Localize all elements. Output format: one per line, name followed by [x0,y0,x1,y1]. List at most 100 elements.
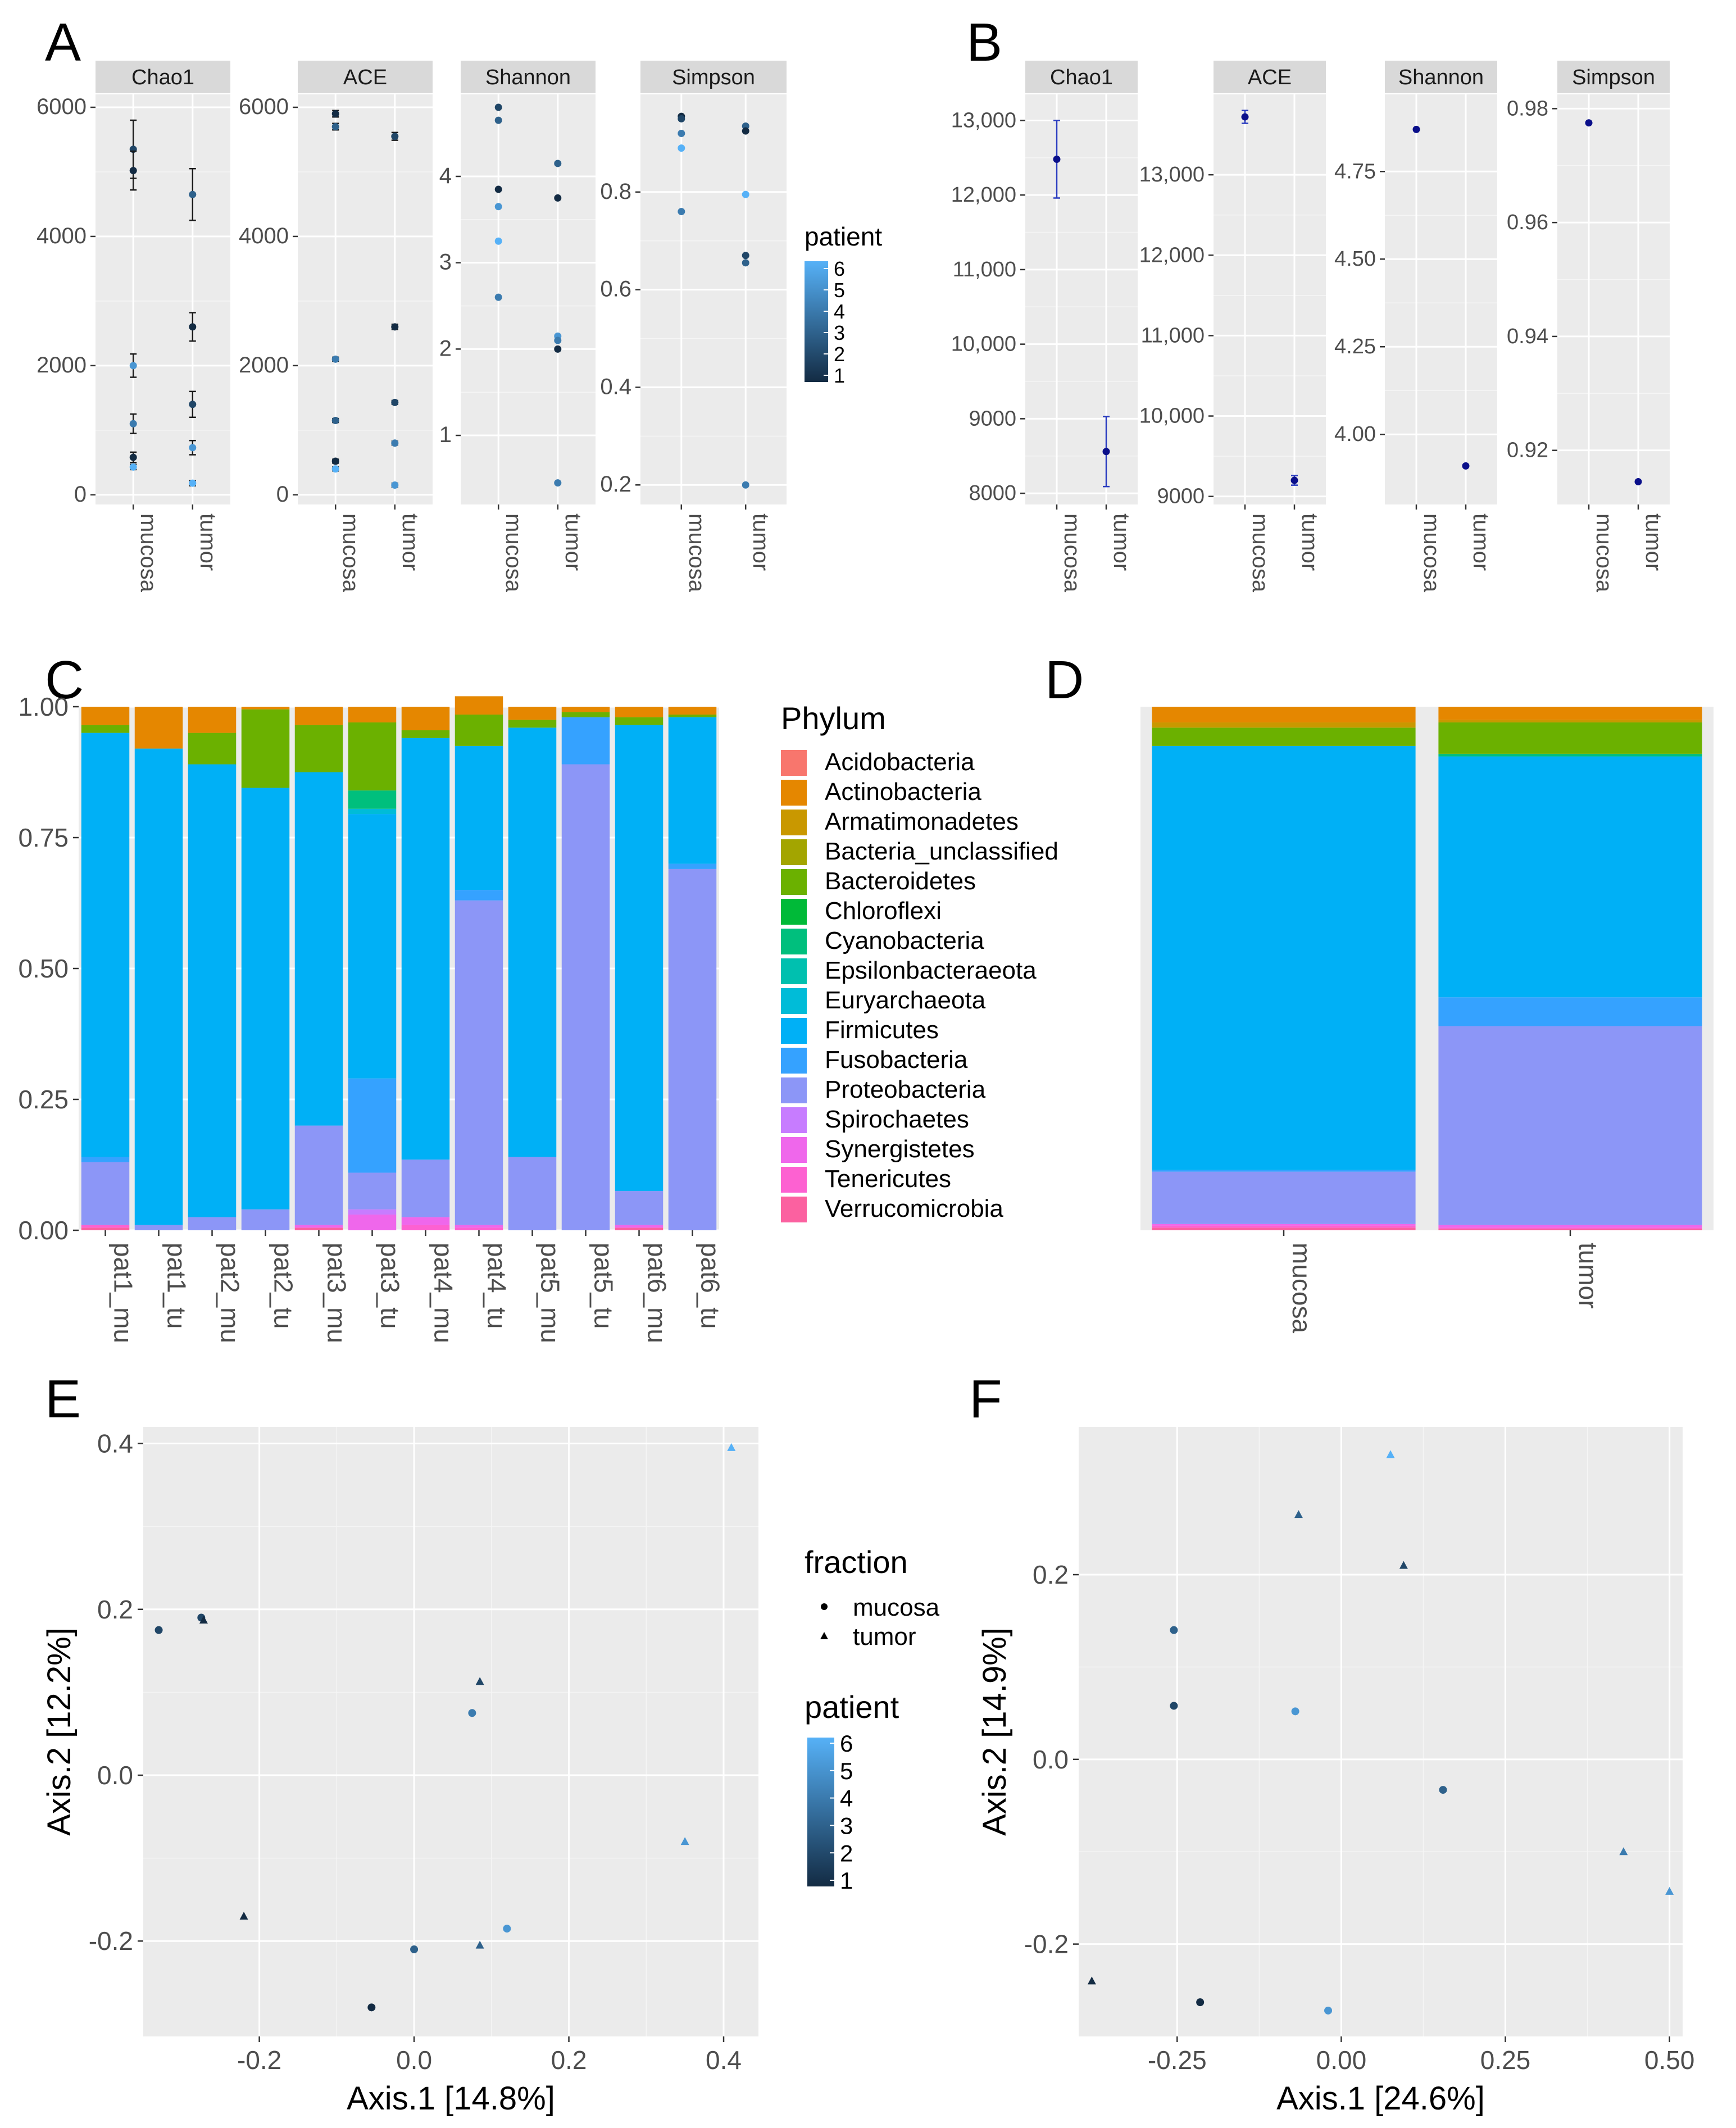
legend-fraction: fraction mucosa tumor [805,1544,940,1650]
legend-phylum-swatch [781,1167,807,1193]
bar-segment-cyanobacteria [348,790,397,809]
legend-phylum-label: Actinobacteria [825,778,981,806]
legend-fraction-tumor-symbol [820,1632,828,1639]
facet-a-chao1-point [189,190,197,198]
chart-d-stacked-bars-fraction: mucosa tumor [1140,707,1714,1333]
facet-a-chao1-plot-area [96,94,230,504]
panel-label-e: E [45,1369,81,1429]
chart-e-x-tick-label: 0.4 [706,2045,742,2075]
facet-a-ace-point [391,398,399,406]
legend-phylum-item-bacteria-unclassified: Bacteria_unclassified [781,838,1058,865]
facet-a-shannon-x-tick-label-tumor: tumor [561,513,585,571]
bar-segment-verrucomicrobia [294,1227,343,1230]
bar-segment-tenericutes [1438,1227,1702,1229]
facet-b-shannon-y-tick-label: 4.00 [1334,422,1376,446]
panel-label-c: C [45,650,84,710]
bar-segment-verrucomicrobia [1438,1229,1702,1230]
facet-a-chao1-strip [96,61,230,93]
facet-b-simpson: Simpson 0.92 0.94 0.96 0.98 mucosa tumor [1507,61,1670,593]
legend-phylum-swatch [781,1107,807,1133]
chart-c-bar-pat5-mu [508,707,557,1230]
facet-a-ace-point [331,110,339,117]
bar-segment-actinobacteria [508,707,557,720]
chart-c-bar-pat1-mu [81,707,130,1230]
facet-b-simpson-strip-label: Simpson [1572,66,1655,89]
colorbar-tick-label-1: 1 [840,1867,853,1894]
chart-c-y-tick-label: 0.50 [18,954,69,983]
chart-e-y-tick-label: -0.2 [89,1926,133,1956]
bar-segment-bacteroidetes [1152,727,1416,746]
facet-a-simpson-point [742,481,749,489]
bar-segment-armatimonadetes [1438,720,1702,722]
colorbar-tick-label-5: 5 [840,1758,853,1784]
bar-segment-bacteroidetes [401,730,450,738]
facet-a-chao1-point [189,401,197,408]
facet-a-chao1-point [129,362,137,370]
facet-b-ace-point [1290,476,1298,484]
facet-a-shannon-y-tick-label: 4 [439,163,452,188]
colorbar-tick-label-4: 4 [834,300,845,323]
bar-segment-synergistetes [455,1225,503,1228]
colorbar-tick-label-3: 3 [840,1813,853,1839]
facet-b-ace: ACE 9000 10,000 11,000 12,000 13,000 mucosa tum… [1139,61,1326,593]
bar-segment-fusobacteria [455,890,503,901]
legend-phylum-swatch [781,929,807,954]
facet-b-ace-strip-label: ACE [1248,66,1292,89]
facet-b-simpson-plot-area [1557,94,1670,504]
bar-segment-proteobacteria [615,1191,664,1225]
chart-c-x-tick-label-pat2-mu: pat2_mu [216,1243,245,1343]
bar-segment-firmicutes [615,725,664,1192]
bar-segment-fusobacteria [1438,997,1702,1026]
chart-f-x-tick-label: 0.00 [1316,2045,1367,2075]
chart-f-point-mucosa [1324,2006,1333,2015]
bar-segment-bacteroidetes [668,714,717,717]
facet-b-chao1-y-tick-label: 12,000 [951,183,1016,207]
legend-phylum-item-bacteroidetes: Bacteroidetes [781,867,976,895]
bar-segment-actinobacteria [615,707,664,717]
legend-phylum-swatch [781,1018,807,1044]
bar-segment-verrucomicrobia [615,1227,664,1230]
chart-f-y-axis-title: Axis.2 [14.9%] [976,1627,1013,1836]
bar-segment-firmicutes [241,788,290,1209]
facet-a-ace-point [331,122,339,130]
bar-segment-bacteroidetes [241,709,290,788]
facet-b-shannon-y-tick-label: 4.25 [1334,335,1376,358]
colorbar-tick-label-6: 6 [840,1730,853,1757]
chart-f-x-tick-label: 0.50 [1644,2045,1695,2075]
facet-a-shannon-point [494,203,502,211]
legend-phylum-swatch [781,780,807,806]
facet-a-shannon-y-tick-label: 2 [439,336,452,361]
bar-segment-firmicutes [401,738,450,1160]
panel-label-d: D [1045,650,1084,710]
bar-segment-armatimonadetes [1152,722,1416,728]
bar-segment-proteobacteria [1152,1171,1416,1224]
colorbar-tick-label-4: 4 [840,1785,853,1812]
chart-f-x-tick-label: 0.25 [1480,2045,1531,2075]
bar-segment-bacteroidetes [615,717,664,725]
chart-c-x-tick-label-pat1-tu: pat1_tu [162,1243,192,1329]
chart-c-y-tick-label: 0.00 [18,1216,69,1245]
facet-b-ace-y-tick-label: 10,000 [1139,404,1205,428]
bar-segment-euryarchaeota [348,808,397,815]
bar-segment-fusobacteria [561,717,610,765]
bar-segment-fusobacteria [668,863,717,869]
bar-segment-proteobacteria [508,1157,557,1230]
chart-c-x-tick-label-pat1-mu: pat1_mu [109,1243,138,1343]
legend-phylum-item-firmicutes: Firmicutes [781,1016,939,1044]
chart-e-y-tick-label: 0.4 [97,1429,133,1458]
bar-segment-bacteroidetes [81,725,130,733]
facet-a-shannon-point [554,345,562,353]
bar-segment-verrucomicrobia [1152,1227,1416,1230]
facet-b-chao1-y-tick-label: 8000 [969,481,1016,505]
panel-label-a: A [45,12,81,72]
legend-phylum-swatch [781,1077,807,1103]
chart-f-plot-area [1079,1427,1683,2036]
bar-segment-actinobacteria [294,707,343,725]
facet-b-simpson-x-tick-label-tumor: tumor [1641,513,1666,571]
bar-segment-synergistetes [1438,1225,1702,1228]
legend-phylum-swatch [781,1137,807,1163]
facet-b-shannon-strip-label: Shannon [1398,66,1484,89]
facet-a-ace-y-tick-label: 6000 [239,94,289,119]
chart-c-bar-pat4-mu [401,707,450,1230]
facet-a-shannon-strip-label: Shannon [485,66,571,89]
